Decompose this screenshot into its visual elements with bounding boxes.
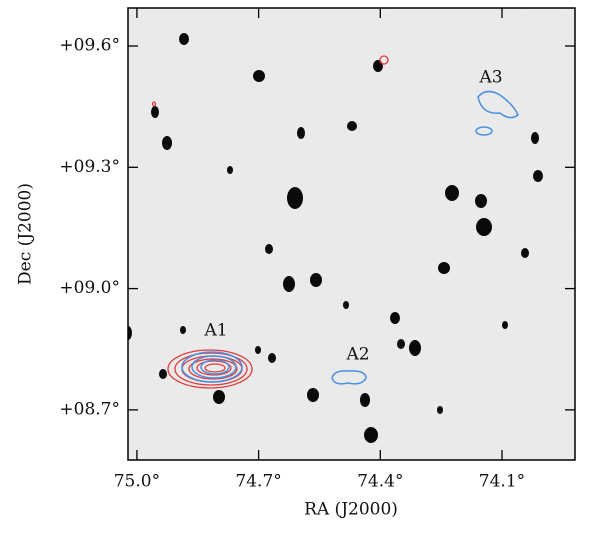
source <box>159 369 167 379</box>
source <box>347 121 357 131</box>
y-tick-label: +09.0° <box>59 278 120 298</box>
sky-image <box>128 8 575 460</box>
source <box>475 194 487 208</box>
source <box>531 132 539 144</box>
source <box>502 321 508 329</box>
blue-contours <box>181 90 519 385</box>
source <box>521 248 529 258</box>
source <box>265 244 273 254</box>
source <box>253 70 265 82</box>
annotation: A2 <box>345 345 369 365</box>
source <box>397 339 405 349</box>
y-tick-label: +08.7° <box>59 399 120 419</box>
x-tick-label: 74.1° <box>479 472 525 492</box>
y-axis-label: Dec (J2000) <box>16 183 36 285</box>
source <box>151 106 159 118</box>
source <box>227 166 233 174</box>
annotation: A3 <box>478 68 502 88</box>
source <box>409 340 421 356</box>
source <box>438 262 450 274</box>
source <box>533 170 543 182</box>
source <box>255 346 261 354</box>
x-tick-label: 74.4° <box>357 472 403 492</box>
source <box>310 273 322 287</box>
source <box>307 388 319 402</box>
source <box>213 390 225 404</box>
source <box>343 301 349 309</box>
x-tick-label: 74.7° <box>235 472 281 492</box>
x-tick-label: 75.0° <box>114 472 160 492</box>
source <box>180 326 186 334</box>
source <box>373 60 383 72</box>
y-tick-label: +09.3° <box>59 157 120 177</box>
annotation: A1 <box>203 321 227 341</box>
source <box>287 187 303 209</box>
source <box>268 353 276 363</box>
source <box>179 33 189 45</box>
image-noise <box>128 8 575 460</box>
source <box>445 185 459 201</box>
source <box>162 136 172 150</box>
source <box>128 326 132 340</box>
source <box>283 276 295 292</box>
sources <box>128 33 543 443</box>
plot-frame <box>127 7 576 461</box>
x-axis-label: RA (J2000) <box>304 500 398 520</box>
source <box>390 312 400 324</box>
source <box>437 406 443 414</box>
source <box>360 393 370 407</box>
y-tick-label: +09.6° <box>59 36 120 56</box>
source <box>364 427 378 443</box>
source <box>476 218 492 236</box>
source <box>297 127 305 139</box>
